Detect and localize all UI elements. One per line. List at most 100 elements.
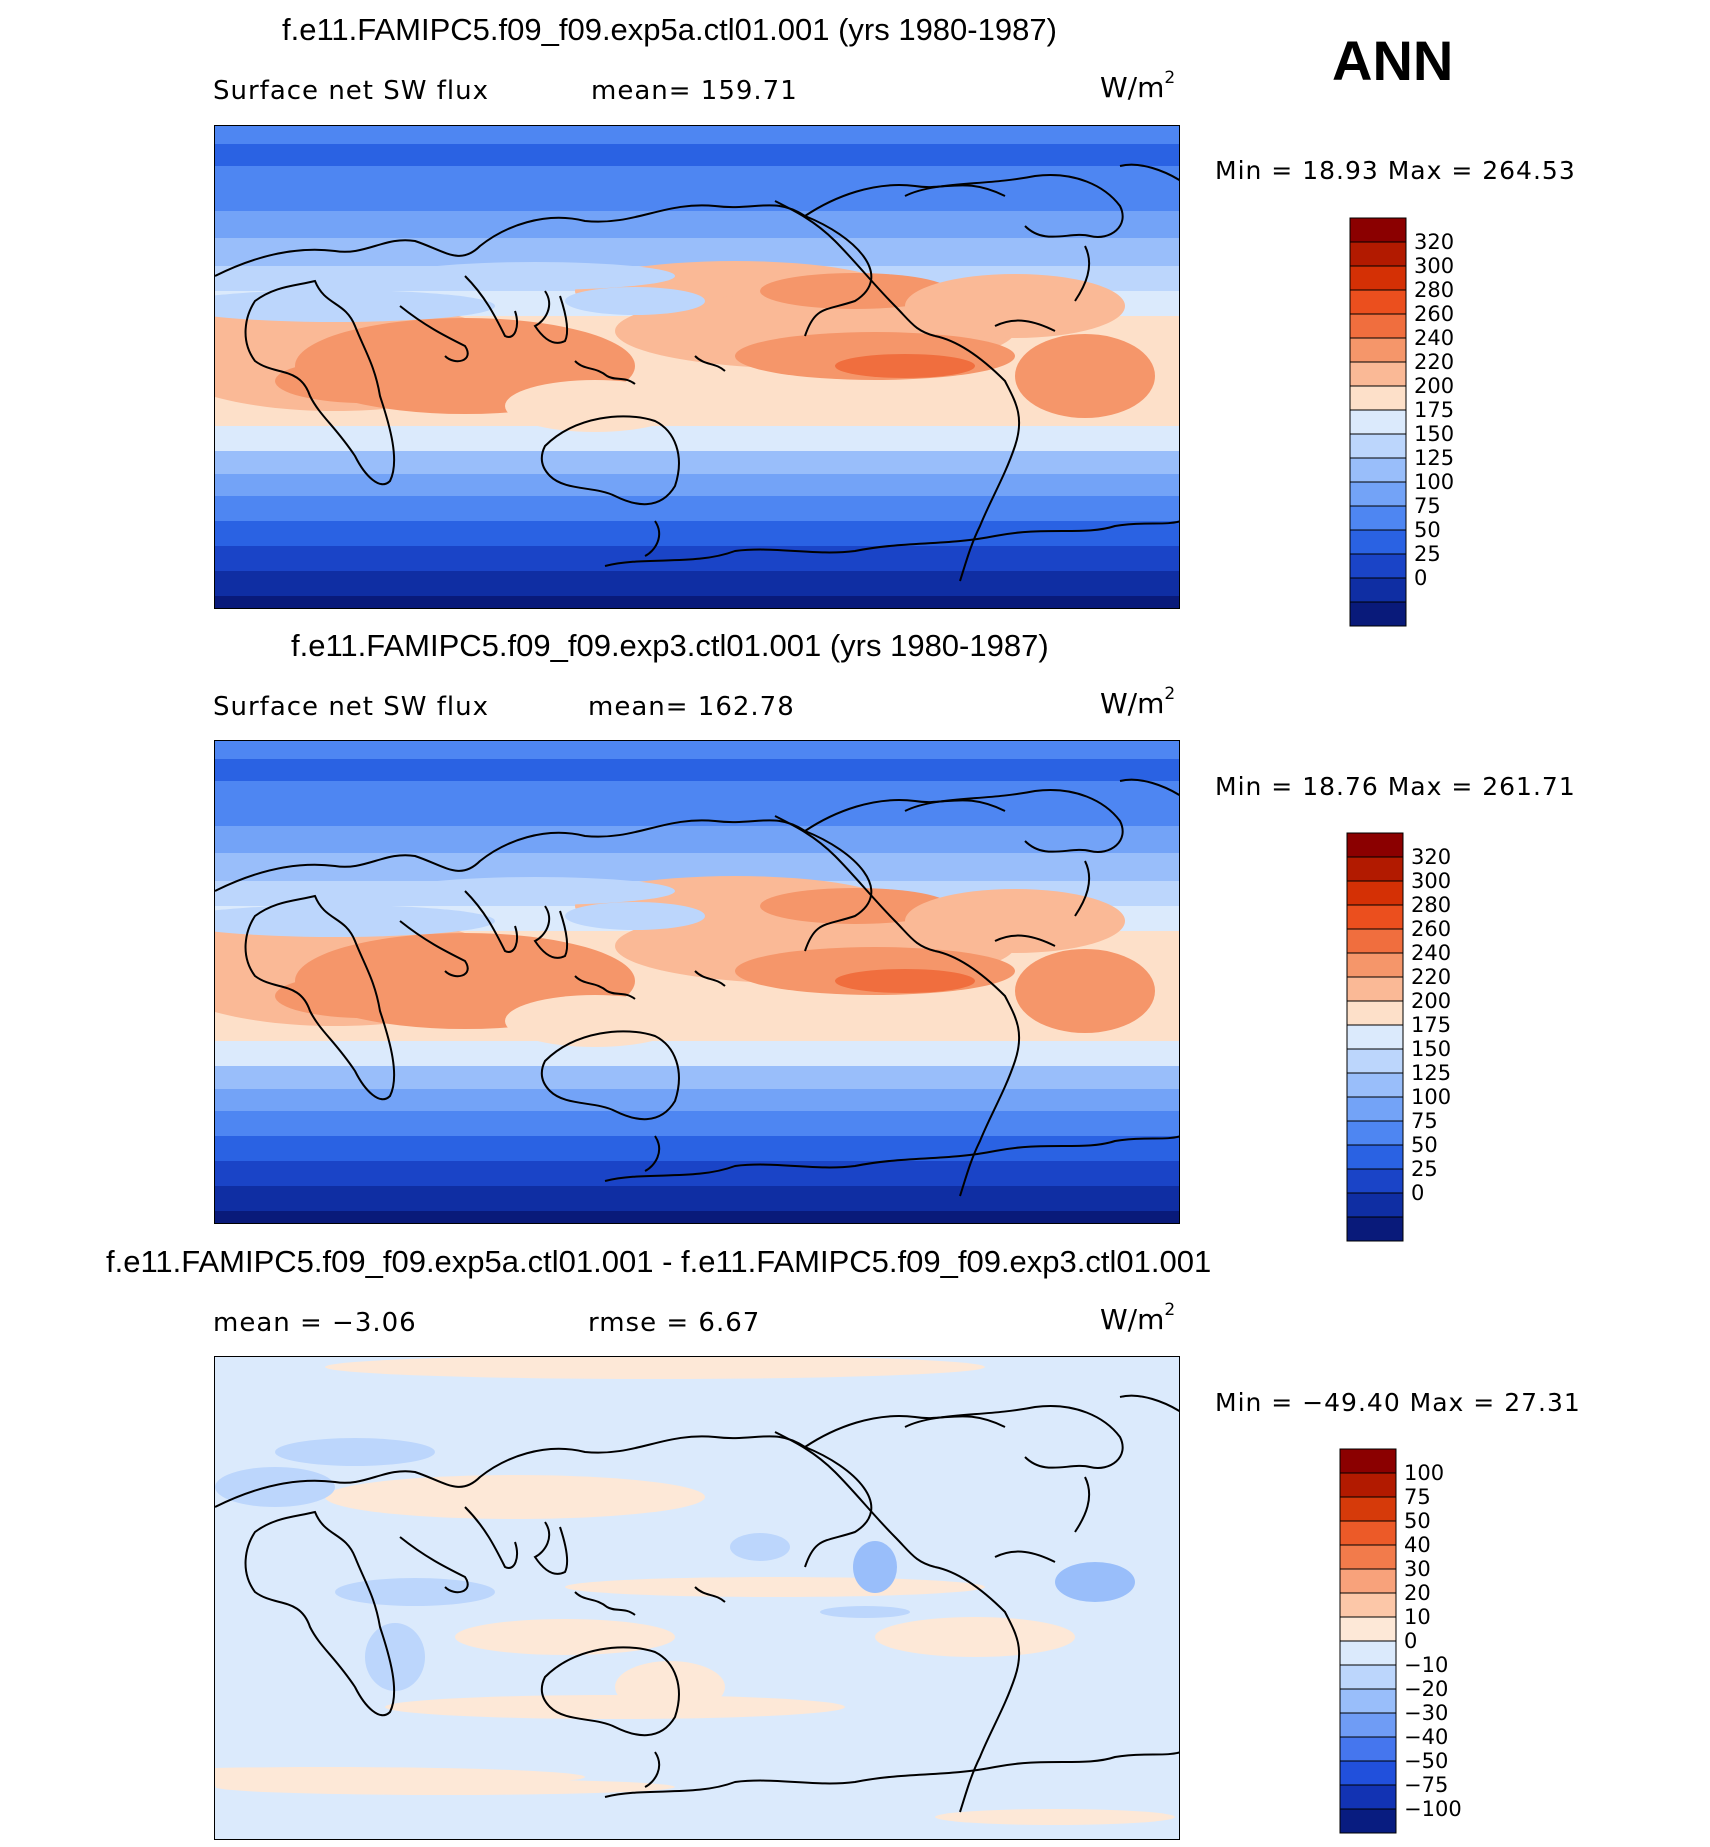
colorbar-swatch (1346, 1096, 1404, 1122)
colorbar-tick-label: 240 (1414, 326, 1454, 350)
map-fill-blob (935, 1809, 1175, 1825)
map-fill-band (215, 826, 1179, 854)
colorbar-swatch (1346, 1144, 1404, 1170)
coastline (574, 360, 636, 385)
map-fill-blob (505, 995, 685, 1047)
map-fill-blob (875, 1617, 1075, 1657)
colorbar-tick-label: 75 (1404, 1485, 1431, 1509)
map-fill-blob (835, 354, 975, 378)
panel-2-map-svg (215, 741, 1179, 1223)
colorbar-swatch (1346, 880, 1404, 906)
map-fill-blob (565, 1577, 985, 1597)
map-fill-blob (565, 902, 705, 930)
map-fill-band (215, 521, 1179, 547)
coastline (1119, 1394, 1179, 1412)
colorbar-tick-label: 280 (1414, 278, 1454, 302)
map-fill-blob (853, 1541, 897, 1593)
panel-2-units-exp: 2 (1164, 684, 1176, 704)
panel-2-variable-label: Surface net SW flux (213, 692, 489, 722)
colorbar-tick-label: −75 (1404, 1773, 1448, 1797)
map-fill-blob (505, 380, 685, 432)
colorbar-tick-label: 0 (1414, 566, 1427, 590)
map-fill-blob (275, 1438, 435, 1466)
map-fill-band (215, 781, 1179, 804)
coastline (244, 279, 396, 486)
colorbar-swatch (1349, 433, 1407, 459)
panel-1-minmax: Min = 18.93 Max = 264.53 (1215, 156, 1576, 185)
colorbar-swatch (1349, 409, 1407, 435)
colorbar-tick-label: 25 (1414, 542, 1441, 566)
map-fill-band (215, 741, 1179, 760)
coastline (644, 1751, 661, 1788)
colorbar-swatch (1349, 241, 1407, 267)
colorbar-tick-label: 75 (1411, 1109, 1438, 1133)
map-fill-band (215, 1136, 1179, 1162)
panel-2-units-base: W/m (1100, 687, 1165, 720)
colorbar-swatch (1346, 1024, 1404, 1050)
map-fill-blob (820, 1606, 910, 1618)
map-fill-band (215, 1186, 1179, 1212)
colorbar-tick-label: 100 (1414, 470, 1454, 494)
coastline (399, 1536, 469, 1594)
map-fill-band (215, 496, 1179, 522)
colorbar-tick-label: 100 (1404, 1461, 1444, 1485)
map-fill-blob (1055, 1562, 1135, 1602)
map-fill-blob (760, 273, 950, 309)
map-fill-blob (395, 262, 675, 290)
colorbar-swatch (1346, 928, 1404, 954)
colorbar-swatch (1339, 1640, 1397, 1666)
map-fill-blob (1015, 334, 1155, 418)
colorbar-swatch (1349, 361, 1407, 387)
panel-2-map (214, 740, 1180, 1224)
panel-1-map-svg (215, 126, 1179, 608)
coastline (804, 1415, 1006, 1448)
colorbar-swatch (1339, 1568, 1397, 1594)
coastline (533, 905, 569, 959)
coastline (1074, 1476, 1091, 1533)
map-fill-band (215, 1089, 1179, 1112)
colorbar-swatch (1349, 553, 1407, 579)
colorbar-tick-label: 200 (1411, 989, 1451, 1013)
colorbar-tick-label: 200 (1414, 374, 1454, 398)
panel-3-minmax: Min = −49.40 Max = 27.31 (1215, 1388, 1581, 1417)
map-fill-blob (215, 905, 495, 937)
map-fill-blob (275, 359, 455, 403)
colorbar-swatch (1339, 1544, 1397, 1570)
colorbar-swatch (1346, 1120, 1404, 1146)
season-label: ANN (1332, 29, 1454, 92)
colorbar-tick-label: 0 (1404, 1629, 1417, 1653)
colorbar-tick-label: 320 (1414, 230, 1454, 254)
coastline (399, 920, 469, 978)
coastline (804, 184, 1006, 217)
colorbar-tick-label: −30 (1404, 1701, 1448, 1725)
colorbar-swatch (1339, 1448, 1397, 1474)
colorbar-swatch (1349, 265, 1407, 291)
map-fill-band (215, 596, 1179, 608)
panel-1-variable-label: Surface net SW flux (213, 76, 489, 106)
colorbar-tick-label: −10 (1404, 1653, 1448, 1677)
colorbar-tick-label: 280 (1411, 893, 1451, 917)
colorbar-tick-label: 50 (1404, 1509, 1431, 1533)
panel-1-units-base: W/m (1100, 71, 1165, 104)
colorbar-tick-label: 220 (1411, 965, 1451, 989)
colorbar-swatch (1339, 1688, 1397, 1714)
coastline (574, 975, 636, 1000)
coastline (904, 789, 1124, 853)
coastline (694, 970, 726, 987)
panel-3-units-base: W/m (1100, 1303, 1165, 1336)
coastline (994, 319, 1056, 332)
map-fill-band (215, 211, 1179, 239)
map-fill-blob (1015, 949, 1155, 1033)
map-fill-blob (215, 1467, 335, 1507)
colorbar-swatch (1346, 832, 1404, 858)
map-fill-blob (565, 287, 705, 315)
colorbar-tick-label: 30 (1404, 1557, 1431, 1581)
map-fill-blob (905, 889, 1125, 953)
map-fill-blob (275, 974, 455, 1018)
colorbar-tick-label: 50 (1411, 1133, 1438, 1157)
colorbar-swatch (1339, 1496, 1397, 1522)
colorbar-swatch (1339, 1784, 1397, 1810)
map-fill-blob (365, 1623, 425, 1691)
map-fill-blob (215, 290, 495, 322)
